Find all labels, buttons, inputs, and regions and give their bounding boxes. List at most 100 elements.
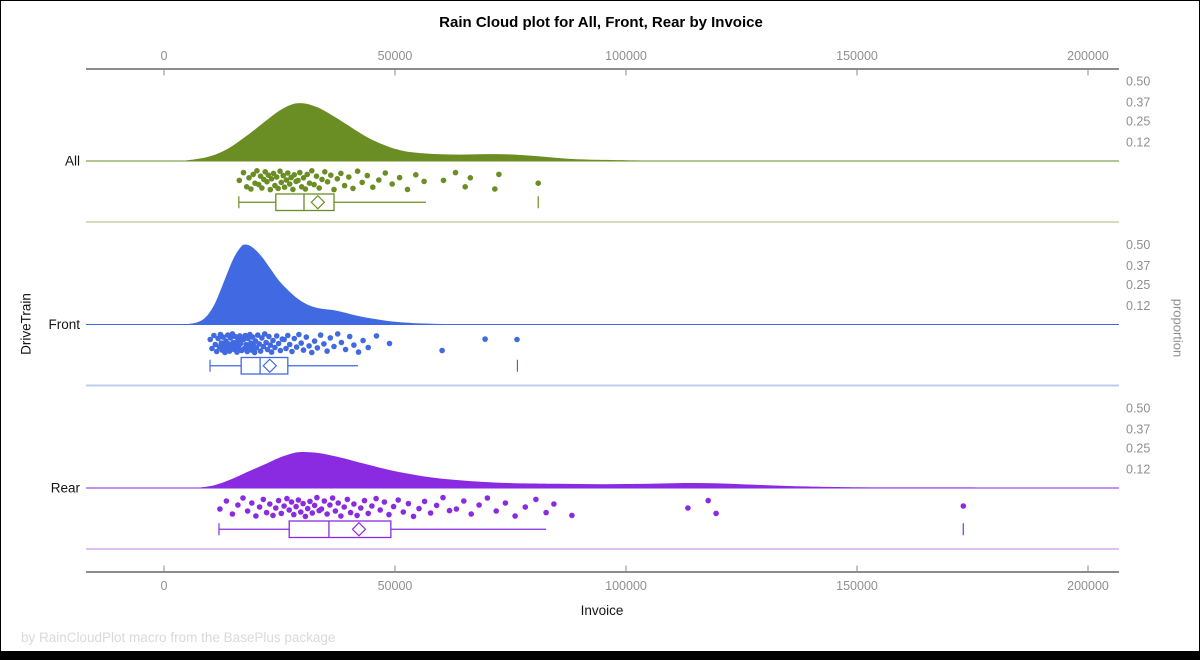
rain-point-front <box>234 349 240 355</box>
rain-point-all <box>319 176 325 183</box>
proportion-tick-label-front: 0.25 <box>1126 278 1150 292</box>
rain-point-rear <box>295 497 302 503</box>
rain-point-front <box>317 332 324 338</box>
rain-point-all <box>322 169 328 175</box>
rain-point-front <box>314 345 321 351</box>
rain-point-rear <box>493 508 500 514</box>
rain-point-rear <box>484 495 491 501</box>
rain-point-front <box>327 335 334 341</box>
rain-point-all <box>376 177 382 183</box>
rain-point-front <box>321 341 327 347</box>
rain-point-all <box>280 172 287 179</box>
density-cloud-all <box>177 103 696 161</box>
rain-point-rear <box>410 513 417 520</box>
rain-point-rear <box>263 509 270 516</box>
rain-point-rear <box>240 495 246 501</box>
rain-point-all <box>462 184 469 190</box>
rain-point-front <box>514 336 520 343</box>
proportion-tick-label-front: 0.37 <box>1126 259 1150 273</box>
top-axis-tick-label: 150000 <box>836 49 878 63</box>
category-label-front: Front <box>48 317 80 332</box>
rain-point-rear <box>284 495 290 502</box>
proportion-tick-label-rear: 0.25 <box>1126 442 1150 456</box>
rain-point-rear <box>427 510 434 516</box>
rain-point-rear <box>311 502 318 509</box>
bottom-axis-tick-label: 150000 <box>836 579 878 593</box>
category-label-rear: Rear <box>51 481 81 496</box>
density-cloud-rear <box>196 451 1112 488</box>
rain-point-front <box>253 345 260 351</box>
rain-point-rear <box>446 507 453 514</box>
rain-point-rear <box>249 500 255 506</box>
proportion-tick-label-rear: 0.12 <box>1126 462 1150 476</box>
rain-point-rear <box>281 503 287 509</box>
rain-point-all <box>341 182 348 189</box>
proportion-tick-label-all: 0.12 <box>1126 135 1150 149</box>
rain-point-rear <box>278 510 285 517</box>
rain-point-all <box>278 179 285 186</box>
chart-title: Rain Cloud plot for All, Front, Rear by … <box>439 14 763 31</box>
rain-point-all <box>452 169 459 176</box>
rain-point-front <box>244 348 250 355</box>
rain-point-front <box>207 336 213 343</box>
rain-point-all <box>413 172 419 178</box>
rain-point-front <box>260 343 267 350</box>
rain-point-all <box>535 180 541 186</box>
rain-point-rear <box>960 503 967 509</box>
rain-point-all <box>467 175 474 181</box>
rain-point-front <box>213 348 220 355</box>
rain-point-all <box>290 186 296 193</box>
bottom-axis-tick-label: 200000 <box>1067 579 1109 593</box>
rain-point-rear <box>324 511 330 517</box>
rain-point-all <box>265 172 272 178</box>
rain-point-all <box>324 179 331 185</box>
rain-point-rear <box>502 500 509 506</box>
rain-point-rear <box>522 504 529 510</box>
x-axis-title: Invoice <box>580 603 624 618</box>
rain-point-all <box>370 184 376 190</box>
rain-point-front <box>267 342 274 348</box>
rain-point-all <box>285 170 291 176</box>
rain-point-rear <box>344 496 351 503</box>
rain-point-front <box>482 336 488 342</box>
rain-point-front <box>373 333 380 339</box>
rain-point-rear <box>369 503 375 509</box>
rain-point-front <box>226 348 233 354</box>
rain-point-all <box>309 168 315 174</box>
proportion-tick-label-rear: 0.50 <box>1126 402 1150 416</box>
rain-point-rear <box>291 511 297 518</box>
rain-point-all <box>281 184 288 190</box>
mean-diamond-rear <box>351 521 367 537</box>
rain-point-rear <box>217 506 223 512</box>
rain-point-front <box>300 347 307 353</box>
rain-point-front <box>261 331 268 337</box>
bottom-bar <box>1 651 1199 659</box>
density-cloud-front <box>182 244 506 325</box>
category-label-all: All <box>65 154 80 169</box>
rain-point-rear <box>461 498 467 504</box>
rain-point-rear <box>298 509 304 515</box>
proportion-tick-label-all: 0.25 <box>1126 115 1150 129</box>
y-axis-title: DriveTrain <box>18 293 34 355</box>
rain-point-rear <box>253 513 259 519</box>
rain-point-front <box>351 342 357 348</box>
rain-point-rear <box>335 500 342 506</box>
rain-point-rear <box>381 499 388 505</box>
rain-point-rear <box>453 506 460 512</box>
rain-point-rear <box>300 500 306 507</box>
rain-point-rear <box>543 509 549 516</box>
rain-point-front <box>257 348 264 354</box>
rain-point-rear <box>476 502 482 508</box>
proportion-tick-label-all: 0.37 <box>1126 95 1150 109</box>
rain-point-front <box>270 337 276 344</box>
proportion-tick-label-rear: 0.37 <box>1126 422 1150 436</box>
rain-point-front <box>237 340 244 347</box>
rain-point-all <box>350 185 356 192</box>
bottom-axis-tick-label: 50000 <box>378 579 413 593</box>
rain-point-rear <box>361 497 368 504</box>
rain-point-all <box>440 177 447 184</box>
mean-diamond-all <box>310 194 326 210</box>
rain-point-rear <box>705 497 711 504</box>
rain-point-rear <box>377 507 384 513</box>
rain-point-all <box>331 186 337 193</box>
